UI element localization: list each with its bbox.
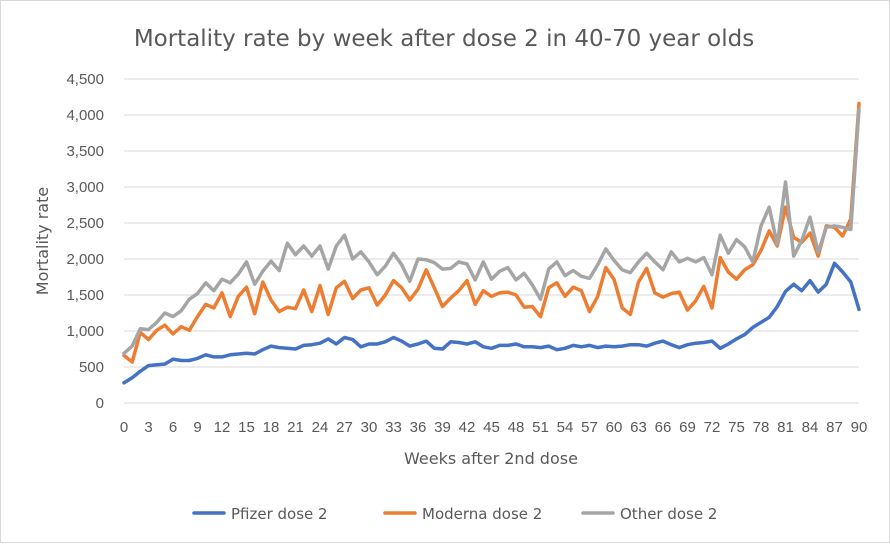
x-axis-ticks: 0 3 6 9 12 15 18 21 24 27 30 33 36 39 42 45 48 51 54 57 60 63…	[120, 419, 868, 436]
y-tick-label: 0	[96, 395, 104, 412]
x-tick-label: 84	[802, 419, 819, 436]
x-tick-label: 51	[532, 419, 549, 436]
legend: Pfizer dose 2 Moderna dose 2 Other dose 2	[192, 505, 717, 523]
x-axis-label: Weeks after 2nd dose	[404, 449, 578, 468]
x-tick-label: 15	[238, 419, 255, 436]
x-tick-label: 3	[144, 419, 152, 436]
y-tick-label: 1,000	[66, 323, 104, 340]
x-tick-label: 30	[361, 419, 378, 436]
x-tick-label: 42	[459, 419, 476, 436]
x-tick-label: 69	[679, 419, 696, 436]
y-tick-label: 3,500	[66, 143, 104, 160]
series-line-other-dose-2	[122, 107, 861, 356]
y-tick-label: 3,000	[66, 179, 104, 196]
series-line-pfizer-dose-2	[122, 261, 861, 385]
x-tick-label: 24	[312, 419, 329, 436]
legend-label: Moderna dose 2	[422, 505, 542, 523]
x-tick-label: 27	[336, 419, 353, 436]
x-tick-label: 45	[483, 419, 500, 436]
y-axis-label: Mortality rate	[33, 187, 52, 295]
x-tick-label: 66	[655, 419, 672, 436]
x-tick-label: 48	[508, 419, 525, 436]
x-tick-label: 75	[728, 419, 745, 436]
chart-title: Mortality rate by week after dose 2 in 4…	[134, 26, 754, 52]
x-tick-label: 12	[214, 419, 231, 436]
x-tick-label: 72	[704, 419, 721, 436]
x-tick-label: 18	[263, 419, 280, 436]
x-tick-label: 6	[169, 419, 177, 436]
x-tick-label: 21	[287, 419, 304, 436]
x-tick-label: 90	[851, 419, 868, 436]
y-tick-label: 2,500	[66, 215, 104, 232]
y-tick-label: 2,000	[66, 251, 104, 268]
y-axis-ticks: 0 500 1,000 1,500 2,000 2,500 3,000 3,500 4,000 4…	[66, 71, 104, 412]
legend-label: Pfizer dose 2	[231, 505, 328, 523]
legend-label: Other dose 2	[620, 505, 717, 523]
x-tick-label: 33	[385, 419, 402, 436]
series-lines	[122, 101, 861, 385]
x-tick-label: 54	[557, 419, 574, 436]
x-tick-label: 36	[410, 419, 427, 436]
x-tick-label: 60	[606, 419, 623, 436]
series-line-moderna-dose-2	[122, 101, 861, 364]
x-tick-label: 57	[581, 419, 598, 436]
y-tick-label: 4,000	[66, 107, 104, 124]
x-tick-label: 81	[777, 419, 794, 436]
y-tick-label: 4,500	[66, 71, 104, 88]
y-tick-label: 1,500	[66, 287, 104, 304]
x-tick-label: 63	[630, 419, 647, 436]
x-tick-label: 78	[753, 419, 770, 436]
y-tick-label: 500	[79, 359, 104, 376]
x-tick-label: 87	[826, 419, 843, 436]
x-tick-label: 39	[434, 419, 451, 436]
x-tick-label: 0	[120, 419, 128, 436]
gridlines	[124, 78, 859, 404]
x-tick-label: 9	[193, 419, 201, 436]
